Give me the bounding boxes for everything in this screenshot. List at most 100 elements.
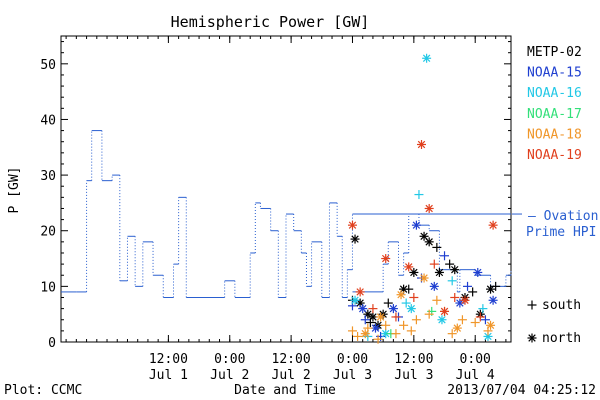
noaa-18-north-point (452, 323, 462, 333)
noaa-16-north-point (483, 331, 493, 341)
x-tick-time-label: 0:00 (214, 352, 245, 367)
x-tick-date-label: Jul 4 (456, 368, 495, 383)
star-stroke (376, 313, 385, 321)
metp-02-south-point (432, 242, 442, 252)
noaa-18-south-point (399, 320, 409, 330)
satellite-legend: METP-02 NOAA-15 NOAA-16 NOAA-17 NOAA-18 NOAA-… (527, 45, 582, 163)
noaa-16-north-point (406, 304, 416, 314)
legend-noaa-19: NOAA-19 (527, 148, 582, 163)
metp-02-north-point (350, 234, 360, 244)
star-stroke (438, 316, 446, 324)
legend-noaa-16: NOAA-16 (527, 86, 582, 101)
noaa-19-south-point (409, 292, 419, 302)
noaa-18-south-point (391, 329, 401, 339)
noaa-18-north-point (419, 273, 429, 283)
noaa-18-north-point (396, 290, 406, 300)
x-tick-time-label: 12:00 (272, 352, 311, 367)
metp-02-south-point (468, 287, 478, 297)
noaa-15-south-point (480, 315, 490, 325)
noaa-18-south-point (447, 329, 457, 339)
star-stroke (389, 304, 398, 313)
y-tick-label: 10 (40, 280, 56, 295)
metp-02-south-point (383, 298, 393, 308)
metp-02-south-point (445, 259, 455, 269)
plot-frame (60, 35, 512, 343)
metp-02-south-point (491, 281, 501, 291)
y-axis-label: P [GW] (7, 167, 22, 214)
star-stroke (461, 296, 469, 304)
star-stroke (371, 324, 380, 332)
star-stroke (356, 299, 364, 307)
noaa-15-north-point (411, 220, 421, 230)
star-stroke (435, 268, 444, 277)
star-stroke (358, 304, 367, 313)
x-tick-time-label: 0:00 (460, 352, 491, 367)
star-stroke (420, 274, 428, 282)
star-stroke (425, 238, 433, 246)
metp-02-north-point (434, 267, 444, 277)
metp-02-south-point (365, 318, 375, 328)
noaa-15-north-point (488, 295, 498, 305)
star-stroke (397, 290, 405, 299)
marker-legend-south: south (527, 298, 581, 313)
metp-02-north-point (450, 265, 460, 275)
marker-legend-north: north (527, 331, 581, 346)
legend-noaa-18: NOAA-18 (527, 127, 582, 142)
satellite-markers-layer (347, 53, 501, 344)
star-stroke (381, 329, 390, 338)
noaa-18-south-point (353, 331, 363, 341)
noaa-18-south-point (424, 309, 434, 319)
x-tick-date-label: Jul 3 (333, 368, 372, 383)
noaa-19-north-point (424, 203, 434, 213)
footer-timestamp: 2013/07/04 04:25:12 (447, 383, 596, 398)
noaa-15-north-point (388, 304, 398, 314)
star-stroke (453, 324, 462, 332)
legend-noaa-15: NOAA-15 (527, 66, 582, 81)
y-tick-label: 30 (40, 169, 56, 184)
noaa-15-north-point (358, 304, 368, 314)
noaa-18-south-point (411, 315, 421, 325)
marker-legend: south north (527, 298, 581, 346)
noaa-15-north-point (429, 281, 439, 291)
noaa-18-south-point (457, 315, 467, 325)
noaa-18-south-point (347, 326, 357, 336)
noaa-18-north-point (360, 329, 370, 339)
y-tick-label: 40 (40, 113, 56, 128)
x-tick-date-label: Jul 3 (394, 368, 433, 383)
y-tick-label: 0 (48, 336, 56, 351)
metp-02-south-point (404, 284, 414, 294)
star-stroke (484, 332, 492, 341)
ovation-hpi-layer (61, 130, 522, 298)
star-stroke (528, 334, 536, 342)
x-tick-time-label: 12:00 (149, 352, 188, 367)
y-tick-label: 20 (40, 225, 56, 240)
star-stroke (451, 265, 459, 274)
star-stroke (348, 221, 357, 229)
noaa-18-north-point (486, 320, 496, 330)
y-axis: 0 10 20 30 40 50 (40, 41, 511, 351)
x-axis-label: Date and Time (234, 383, 336, 398)
star-stroke (489, 221, 497, 229)
x-tick-time-label: 0:00 (337, 352, 368, 367)
star-stroke (425, 204, 433, 213)
star-stroke (430, 282, 439, 291)
x-tick-date-label: Jul 1 (149, 368, 188, 383)
marker-legend-label: south (542, 298, 581, 313)
star-stroke (440, 307, 449, 316)
noaa-16-south-point (447, 276, 457, 286)
x-tick-date-label: Jul 2 (210, 368, 249, 383)
star-stroke (351, 296, 359, 304)
star-stroke (351, 235, 359, 243)
star-stroke (422, 54, 431, 62)
noaa-18-north-point (376, 312, 386, 322)
x-tick-date-label: Jul 2 (272, 368, 311, 383)
noaa-19-south-point (429, 259, 439, 269)
x-tick-time-label: 12:00 (394, 352, 433, 367)
noaa-19-north-point (404, 262, 414, 272)
star-stroke (489, 296, 497, 304)
noaa-19-south-point (391, 312, 401, 322)
star-stroke (420, 232, 428, 241)
star-stroke (410, 268, 418, 277)
